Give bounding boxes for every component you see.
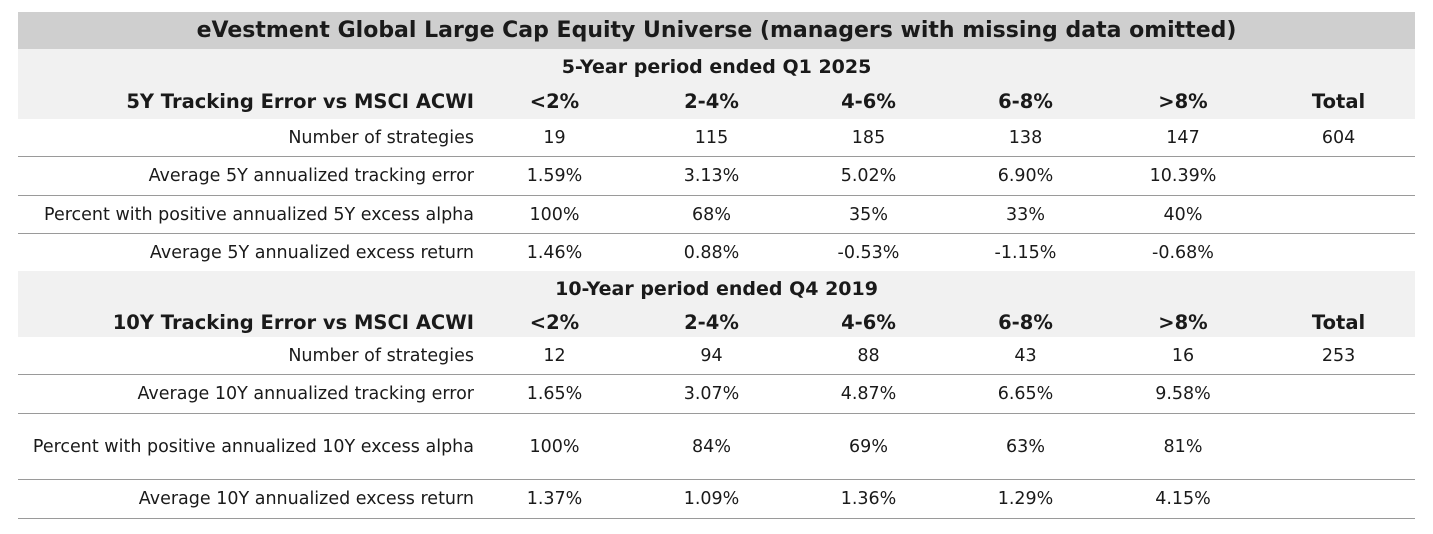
table-cell: 43 bbox=[947, 337, 1104, 375]
table-cell: 81% bbox=[1104, 413, 1262, 480]
table-cell: 94 bbox=[633, 337, 790, 375]
table-cell: 1.36% bbox=[790, 479, 947, 519]
table-cell: 4.15% bbox=[1104, 479, 1262, 519]
table-cell: 100% bbox=[476, 413, 633, 480]
table-title-row: eVestment Global Large Cap Equity Univer… bbox=[18, 12, 1416, 49]
table-cell: 16 bbox=[1104, 337, 1262, 375]
table-cell: 147 bbox=[1104, 119, 1262, 157]
header-cell: Total bbox=[1262, 84, 1416, 119]
header-cell: <2% bbox=[476, 307, 633, 337]
header-cell: <2% bbox=[476, 84, 633, 119]
table-cell: 185 bbox=[790, 119, 947, 157]
table-cell: 1.59% bbox=[476, 156, 633, 196]
row-label: Percent with positive annualized 10Y exc… bbox=[18, 413, 476, 480]
table-cell bbox=[1262, 413, 1416, 480]
table-cell bbox=[1262, 374, 1416, 414]
table-cell: 3.13% bbox=[633, 156, 790, 196]
table-row: Average 10Y annualized excess return 1.3… bbox=[18, 479, 1416, 519]
section-period-row: 5-Year period ended Q1 2025 bbox=[18, 49, 1416, 84]
table-cell: -1.15% bbox=[994, 242, 1057, 263]
header-cell: 2-4% bbox=[633, 307, 790, 337]
table-row: Number of strategies 19 115 185 138 147 … bbox=[18, 119, 1416, 157]
table-cell: 4.87% bbox=[790, 374, 947, 414]
table-cell: 9.58% bbox=[1104, 374, 1262, 414]
table-cell: 63% bbox=[947, 413, 1104, 480]
header-cell: >8% bbox=[1104, 84, 1262, 119]
table-cell bbox=[1262, 234, 1415, 272]
header-cell: 4-6% bbox=[790, 307, 947, 337]
table-row: Average 5Y annualized excess return 1.46… bbox=[18, 234, 1415, 272]
table-cell: 10.39% bbox=[1104, 156, 1262, 196]
header-cell: 4-6% bbox=[790, 84, 947, 119]
row-label: Number of strategies bbox=[18, 337, 476, 375]
table-row: Average 5Y annualized tracking error 1.5… bbox=[18, 156, 1416, 196]
table-cell: 115 bbox=[633, 119, 790, 157]
section-period-row: 10-Year period ended Q4 2019 bbox=[18, 271, 1416, 307]
table-cell: 40% bbox=[1104, 195, 1262, 234]
row-label: Average 10Y annualized excess return bbox=[18, 479, 476, 519]
header-cell: 2-4% bbox=[633, 84, 790, 119]
table-cell: 68% bbox=[633, 195, 790, 234]
table-cell: 33% bbox=[947, 195, 1104, 234]
table-cell: 1.37% bbox=[476, 479, 633, 519]
table-cell bbox=[1262, 479, 1416, 519]
table-cell: 3.07% bbox=[633, 374, 790, 414]
table-cell: 1.46% bbox=[526, 242, 583, 263]
header-cell: >8% bbox=[1104, 307, 1262, 337]
table-cell: 84% bbox=[633, 413, 790, 480]
table-cell: 100% bbox=[476, 195, 633, 234]
table-row: Number of strategies 12 94 88 43 16 253 bbox=[18, 337, 1416, 375]
row-label: Average 10Y annualized tracking error bbox=[18, 374, 476, 414]
section-period-title: 10-Year period ended Q4 2019 bbox=[18, 271, 1416, 307]
table-cell: 12 bbox=[476, 337, 633, 375]
table-cell bbox=[1262, 156, 1416, 196]
table-cell: 0.88% bbox=[683, 242, 740, 263]
table-cell: -0.53% bbox=[837, 242, 900, 263]
table-cell: 19 bbox=[476, 119, 633, 157]
table-row: Average 10Y annualized tracking error 1.… bbox=[18, 374, 1416, 414]
table-cell: 604 bbox=[1262, 119, 1416, 157]
table-cell: 1.65% bbox=[476, 374, 633, 414]
table-row: Percent with positive annualized 10Y exc… bbox=[18, 413, 1416, 480]
header-cell: 6-8% bbox=[947, 307, 1104, 337]
section-period-title: 5-Year period ended Q1 2025 bbox=[18, 49, 1416, 84]
header-label: 5Y Tracking Error vs MSCI ACWI bbox=[18, 84, 476, 119]
table-cell: 69% bbox=[790, 413, 947, 480]
header-cell: Total bbox=[1262, 307, 1416, 337]
section-header-row: 5Y Tracking Error vs MSCI ACWI <2% 2-4% … bbox=[18, 84, 1416, 119]
table-cell: 253 bbox=[1262, 337, 1416, 375]
section-header-row: 10Y Tracking Error vs MSCI ACWI <2% 2-4%… bbox=[18, 307, 1416, 337]
table-cell: 138 bbox=[947, 119, 1104, 157]
table-row: Percent with positive annualized 5Y exce… bbox=[18, 195, 1416, 234]
header-cell: 6-8% bbox=[947, 84, 1104, 119]
table-cell: 35% bbox=[790, 195, 947, 234]
row-label: Percent with positive annualized 5Y exce… bbox=[18, 195, 476, 234]
row-label: Average 5Y annualized excess return bbox=[149, 242, 474, 263]
row-label: Average 5Y annualized tracking error bbox=[18, 156, 476, 196]
table-cell: 1.09% bbox=[633, 479, 790, 519]
tracking-error-table: eVestment Global Large Cap Equity Univer… bbox=[18, 12, 1416, 519]
table-cell: 5.02% bbox=[790, 156, 947, 196]
table-cell: 6.90% bbox=[947, 156, 1104, 196]
table-cell: 1.29% bbox=[947, 479, 1104, 519]
table-cell: 88 bbox=[790, 337, 947, 375]
table-cell: -0.68% bbox=[1152, 242, 1214, 263]
table-container: eVestment Global Large Cap Equity Univer… bbox=[18, 12, 1416, 519]
header-label: 10Y Tracking Error vs MSCI ACWI bbox=[18, 307, 476, 337]
row-label: Number of strategies bbox=[18, 119, 476, 157]
table-cell: 6.65% bbox=[947, 374, 1104, 414]
table-title: eVestment Global Large Cap Equity Univer… bbox=[18, 12, 1416, 49]
table-cell bbox=[1262, 195, 1416, 234]
